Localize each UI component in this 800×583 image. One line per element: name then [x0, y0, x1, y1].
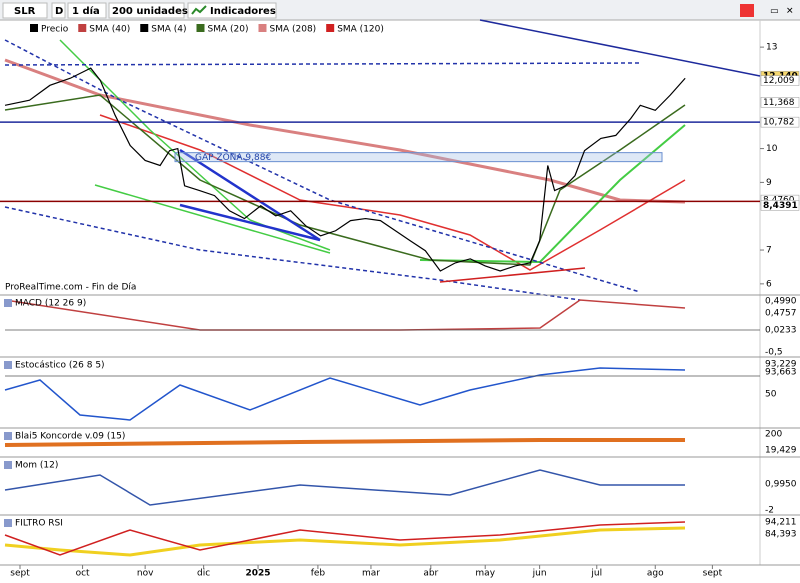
period-icon[interactable]: D — [55, 6, 63, 17]
panel-icon — [4, 461, 12, 469]
panel-axis-label: 0,4990 — [765, 297, 797, 307]
units-box[interactable] — [108, 2, 185, 19]
panel-axis-label: 84,393 — [765, 530, 797, 540]
y-tick-label: 10 — [766, 144, 778, 154]
panel-axis-label: -0,5 — [765, 348, 783, 358]
level-label: 10,782 — [763, 118, 795, 128]
panel-separators — [0, 294, 800, 566]
legend-label: Precio — [41, 25, 69, 35]
x-tick-label: oct — [76, 569, 90, 579]
legend-label: SMA (208) — [269, 25, 316, 35]
x-tick-label: sept — [703, 569, 723, 579]
legend-label: SMA (40) — [89, 25, 130, 35]
level-box — [760, 75, 800, 86]
panel-axis-label: 93,229 — [765, 360, 797, 370]
close-button[interactable]: ✕ — [786, 7, 794, 17]
y-tick-label: 13 — [766, 43, 777, 53]
x-tick-label: sept — [10, 569, 30, 579]
panel-axis-label: -2 — [765, 506, 774, 516]
x-tick-label: ago — [647, 569, 664, 579]
panel-title: Estocástico (26 8 5) — [15, 361, 105, 371]
level-box — [760, 116, 800, 128]
minimize-button[interactable]: ▭ — [770, 7, 779, 17]
x-tick-label: dic — [197, 569, 210, 579]
level-label: 8,4391 — [763, 201, 798, 211]
x-tick-label: may — [475, 569, 495, 579]
panel-axis-label: 94,211 — [765, 518, 797, 528]
legend-label: SMA (4) — [151, 25, 186, 35]
legend-swatch — [140, 24, 149, 32]
panel-axis-label: 0,4757 — [765, 309, 797, 319]
annotation: ProRealTime.com - Fin de Día — [5, 283, 136, 293]
panel-axis-label: 93,663 — [765, 368, 797, 378]
panel-icon — [4, 432, 12, 440]
refresh-button[interactable] — [740, 4, 754, 17]
indicators[interactable]: Indicadores — [210, 6, 276, 17]
panel-axis-label: 19,429 — [765, 446, 797, 456]
y-tick-label: 6 — [766, 279, 772, 289]
panel-axis-label: 0,9950 — [765, 480, 797, 490]
panel-icon — [4, 299, 12, 307]
price-line — [4, 67, 686, 272]
period-box[interactable] — [67, 2, 107, 19]
legend-label: SMA (20) — [208, 25, 249, 35]
x-tick-label: nov — [137, 569, 154, 579]
legend-label: SMA (120) — [337, 25, 384, 35]
level-label: 11,368 — [763, 98, 795, 108]
legend-swatch — [326, 24, 335, 32]
period[interactable]: 1 día — [72, 5, 100, 17]
panel-axis-label: 200 — [765, 430, 782, 440]
panel-title: Blai5 Koncorde v.09 (15) — [15, 432, 125, 442]
panel-axis-label: 0,0233 — [765, 326, 797, 336]
panel-icon — [4, 519, 12, 527]
period-icon-box[interactable] — [51, 2, 66, 19]
legend-swatch — [30, 24, 38, 32]
x-tick-label: feb — [311, 569, 326, 579]
legend-swatch — [196, 24, 205, 32]
x-tick-label: jun — [532, 569, 547, 579]
panel-title: Mom (12) — [15, 461, 58, 471]
panel-axis-label: 50 — [765, 390, 777, 400]
level-box — [760, 97, 800, 108]
y-tick-label: 9 — [766, 178, 772, 188]
x-tick-label: jul — [590, 569, 602, 579]
annotation: GAP ZONA 9,88€ — [195, 153, 271, 163]
symbol-box[interactable] — [2, 2, 48, 19]
panel-icon — [4, 361, 12, 369]
gap-zone — [174, 152, 663, 163]
level-box — [760, 200, 800, 211]
x-tick-label: abr — [423, 569, 438, 579]
x-tick-label: 2025 — [246, 569, 271, 579]
x-tick-label: mar — [362, 569, 380, 579]
units[interactable]: 200 unidades — [112, 6, 188, 17]
level-label: 12,009 — [763, 76, 795, 86]
y-tick-label: 7 — [766, 246, 772, 256]
panel-title: MACD (12 26 9) — [15, 299, 86, 309]
legend-swatch — [78, 24, 87, 32]
symbol[interactable]: SLR — [14, 6, 36, 17]
legend-swatch — [258, 24, 267, 32]
panel-title: FILTRO RSI — [15, 519, 63, 529]
indicators-box[interactable] — [187, 2, 277, 19]
indicators-icon — [191, 5, 207, 15]
